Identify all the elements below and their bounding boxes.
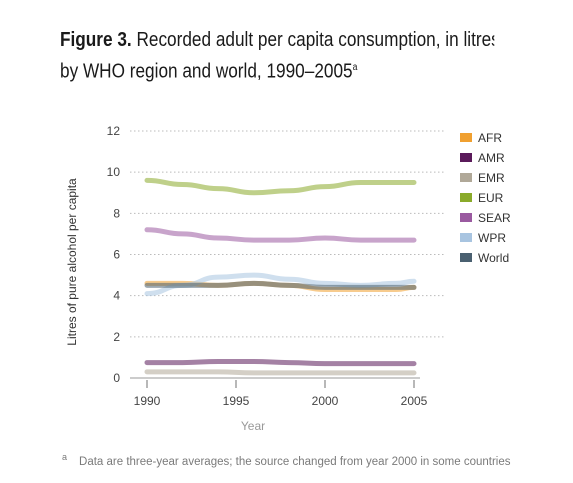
legend-swatch-sear — [460, 213, 472, 222]
legend-swatch-world — [460, 253, 472, 262]
chart-axes: 0 2 4 6 8 10 12 1990 1995 2000 2005 — [107, 124, 428, 408]
legend-label-sear: SEAR — [478, 211, 511, 225]
figure-title-line-2: by WHO region and world, 1990–2005a — [60, 54, 494, 86]
x-tick-label: 2000 — [312, 394, 339, 408]
figure-title-text-2: by WHO region and world, 1990–2005 — [60, 60, 353, 83]
legend-swatch-amr — [460, 153, 472, 162]
footnote-text: Data are three-year averages; the source… — [79, 455, 511, 468]
figure-title: Figure 3. Recorded adult per capita cons… — [60, 26, 565, 86]
x-tick-label: 2005 — [401, 394, 428, 408]
y-tick-label: 12 — [107, 124, 121, 138]
series-line-eur — [144, 177, 417, 196]
footnote: a Data are three-year averages; the sourc… — [62, 452, 562, 468]
title-footnote-mark: a — [352, 62, 358, 73]
y-tick-label: 4 — [113, 289, 120, 303]
chart-grid — [130, 130, 445, 338]
chart-legend: AFR AMR EMR EUR SEAR WPR World — [460, 131, 511, 265]
series-line-emr — [144, 369, 417, 376]
figure-title-text-1: Recorded adult per capita consumption, i… — [136, 29, 495, 51]
figure-label: Figure 3. — [60, 29, 132, 51]
figure-title-line-1: Figure 3. Recorded adult per capita cons… — [60, 26, 494, 54]
legend-label-afr: AFR — [478, 131, 502, 145]
footnote-mark: a — [62, 452, 68, 462]
series-line-sear — [144, 227, 417, 243]
legend-swatch-afr — [460, 133, 472, 142]
legend-label-emr: EMR — [478, 171, 505, 185]
series-line-world — [144, 280, 417, 290]
series-line-amr — [144, 359, 417, 367]
legend-swatch-emr — [460, 173, 472, 182]
y-tick-label: 6 — [113, 248, 120, 262]
chart-series — [144, 177, 417, 376]
y-tick-label: 0 — [113, 371, 120, 385]
y-axis-label: Litres of pure alcohol per capita — [65, 178, 79, 346]
legend-swatch-wpr — [460, 233, 472, 242]
legend-label-wpr: WPR — [478, 231, 506, 245]
x-axis-label: Year — [241, 419, 265, 433]
y-tick-label: 8 — [113, 206, 120, 220]
legend-swatch-eur — [460, 193, 472, 202]
y-tick-label: 10 — [107, 165, 121, 179]
legend-label-world: World — [478, 251, 509, 265]
y-tick-label: 2 — [113, 330, 120, 344]
x-tick-label: 1990 — [134, 394, 161, 408]
legend-label-amr: AMR — [478, 151, 505, 165]
x-tick-label: 1995 — [223, 394, 250, 408]
legend-label-eur: EUR — [478, 191, 504, 205]
